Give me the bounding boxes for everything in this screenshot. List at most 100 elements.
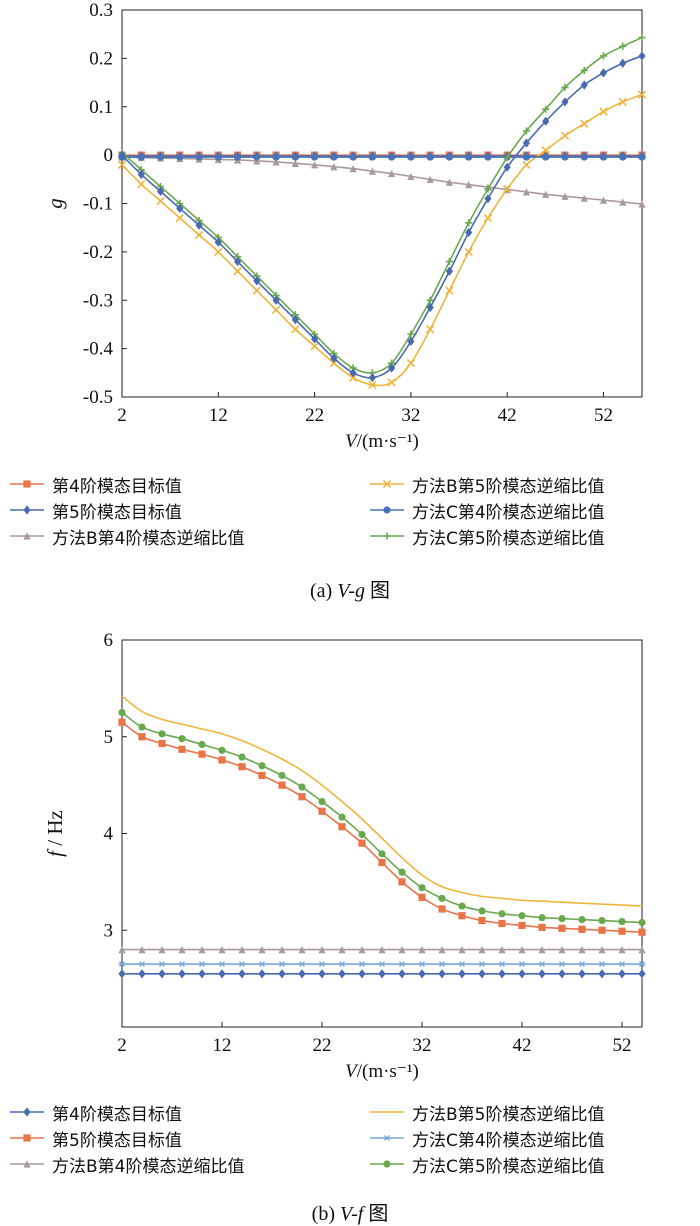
data-point: [338, 823, 346, 831]
data-point: [580, 194, 588, 202]
data-point: [638, 200, 646, 208]
data-point: [458, 969, 466, 979]
legend-swatch: [10, 1160, 44, 1168]
data-point: [522, 127, 531, 135]
data-point: [156, 196, 165, 206]
series-1: [118, 969, 646, 979]
series-4: [121, 695, 643, 907]
data-point: [498, 910, 506, 918]
data-point: [330, 153, 338, 161]
x-tick-label: 2: [117, 1035, 127, 1056]
data-point: [214, 237, 222, 247]
data-point: [258, 961, 266, 968]
data-point: [330, 353, 338, 363]
data-point: [298, 969, 306, 979]
data-point: [425, 325, 435, 334]
legend-swatch: [370, 1111, 404, 1113]
chart-a: 2 12 22 32 42 52 -0.5 -0.4 -0.3 -0.2 -0.1 0 0.1 0.2 0.…: [43, 0, 647, 452]
data-point: [238, 961, 246, 968]
y-tick-label: 5: [104, 727, 114, 748]
data-point: [238, 946, 246, 954]
data-point: [619, 153, 627, 161]
data-point: [233, 153, 242, 161]
data-point: [598, 946, 606, 954]
data-point: [445, 286, 454, 295]
legend-marker: [383, 506, 391, 514]
data-point: [198, 946, 206, 954]
data-point: [117, 160, 127, 169]
data-point: [498, 919, 506, 928]
data-point: [518, 921, 526, 930]
data-point: [338, 961, 346, 968]
data-point: [138, 969, 146, 979]
data-point: [138, 733, 146, 741]
data-point: [578, 961, 586, 968]
data-point: [291, 315, 299, 325]
data-point: [518, 946, 526, 954]
data-point: [258, 946, 266, 954]
data-point: [560, 131, 570, 140]
data-point: [198, 750, 206, 758]
data-point: [349, 165, 357, 173]
series-4: [117, 90, 647, 390]
x-tick-label: 2: [117, 405, 127, 426]
y-tick-label: -0.2: [83, 242, 113, 263]
legend-item-3: 方法B第4阶模态逆缩比值: [10, 1151, 244, 1177]
data-point: [118, 946, 126, 954]
data-point: [388, 169, 396, 178]
legend-marker: [23, 1107, 31, 1117]
data-point: [578, 969, 586, 979]
data-point: [258, 762, 266, 770]
data-point: [598, 969, 606, 979]
data-point: [198, 961, 206, 968]
x-tick-label: 22: [313, 1035, 332, 1056]
data-point: [638, 33, 646, 42]
series-6: [118, 708, 646, 927]
data-point: [503, 184, 512, 194]
series-3: [118, 946, 646, 954]
data-point: [561, 192, 569, 200]
y-tick-label: 0: [104, 145, 114, 166]
legend-marker: [23, 1160, 31, 1168]
legend-item-6: 方法C第5阶模态逆缩比值: [370, 523, 605, 549]
y-tick-label: -0.4: [83, 339, 114, 360]
data-point: [378, 946, 386, 954]
legend-swatch: [10, 1134, 44, 1142]
legend-item-2: 第5阶模态目标值: [10, 497, 182, 523]
caption-chart-b: (b) V-f 图: [311, 1203, 389, 1225]
data-point: [407, 336, 415, 346]
y-tick-label: -0.1: [83, 194, 113, 215]
data-point: [253, 276, 261, 286]
y-tick-label: 0.2: [89, 48, 113, 69]
data-point: [388, 363, 396, 373]
data-point: [278, 969, 286, 979]
data-point: [561, 153, 569, 161]
series-line: [121, 695, 643, 907]
data-point: [503, 153, 511, 162]
data-point: [438, 961, 446, 968]
data-point: [558, 946, 566, 954]
data-point: [278, 946, 286, 954]
legend-label: 方法B第4阶模态逆缩比值: [52, 528, 245, 549]
data-point: [398, 969, 406, 979]
data-point: [522, 188, 531, 196]
data-point: [137, 179, 146, 189]
series-3: [118, 153, 646, 208]
chart-b: 2 12 22 32 42 52 3 4 5 6 V/(m·s⁻¹) f / Hz: [43, 630, 646, 1082]
data-point: [542, 190, 550, 198]
data-point: [137, 153, 145, 161]
data-point: [598, 926, 606, 934]
data-point: [407, 172, 415, 181]
data-point: [638, 918, 646, 927]
x-tick-label: 52: [594, 405, 613, 426]
data-point: [398, 878, 406, 886]
data-point: [426, 175, 434, 183]
data-point: [218, 946, 226, 954]
data-point: [426, 296, 434, 304]
data-point: [218, 756, 226, 764]
data-point: [158, 946, 166, 954]
data-point: [478, 916, 486, 925]
data-point: [398, 868, 406, 876]
data-point: [368, 373, 376, 383]
